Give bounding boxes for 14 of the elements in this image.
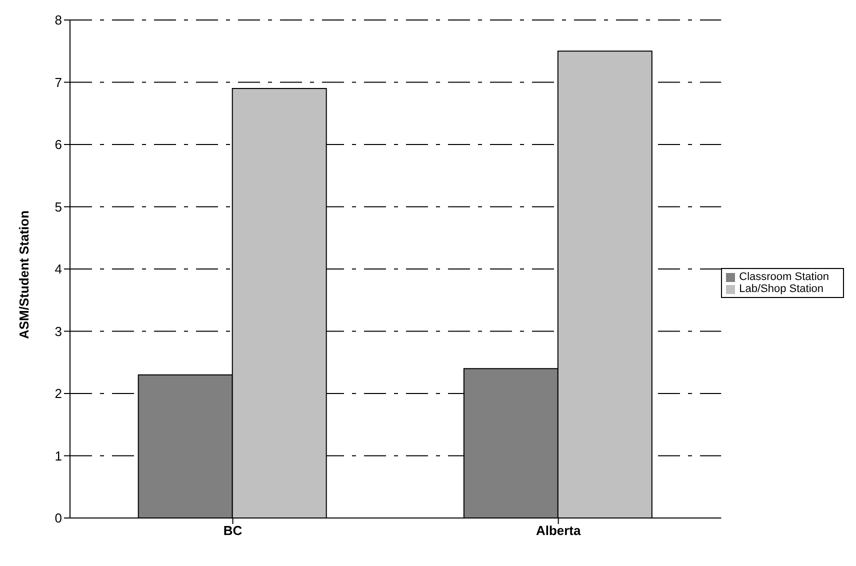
y-axis-title: ASM/Student Station bbox=[16, 210, 32, 339]
legend-label: Lab/Shop Station bbox=[739, 283, 824, 295]
legend-label: Classroom Station bbox=[739, 271, 829, 283]
y-tick-label: 1 bbox=[54, 448, 62, 464]
y-tick-label: 6 bbox=[54, 137, 62, 152]
x-tick-label: BC bbox=[223, 523, 243, 538]
y-tick-label: 5 bbox=[54, 199, 62, 214]
x-tick-label: Alberta bbox=[536, 523, 582, 538]
y-tick-label: 7 bbox=[54, 74, 62, 90]
y-tick-label: 3 bbox=[54, 324, 62, 339]
y-tick-label: 4 bbox=[54, 262, 62, 277]
y-tick-label: 8 bbox=[54, 12, 62, 28]
y-tick-label: 0 bbox=[54, 510, 62, 526]
y-tick-label: 2 bbox=[54, 386, 62, 402]
